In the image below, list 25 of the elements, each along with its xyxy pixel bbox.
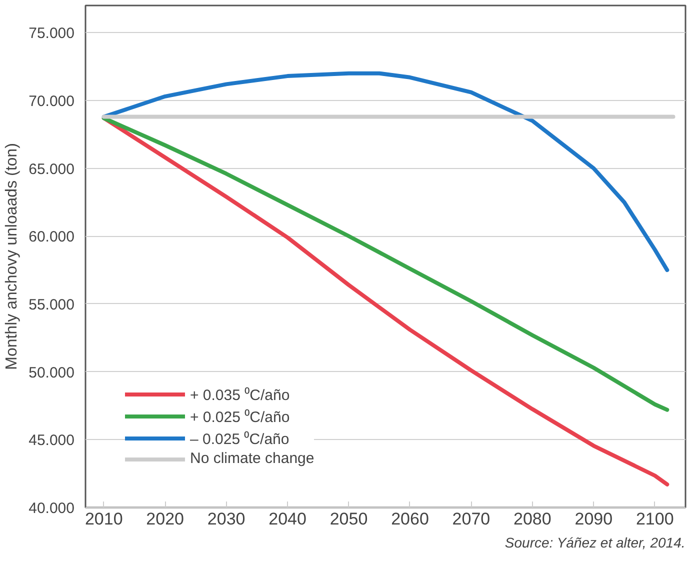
x-tick-label: 2020 [146, 510, 184, 528]
legend-label: + 0.025 ⁰C/año [190, 408, 290, 426]
y-tick-label: 70.000 [28, 92, 75, 110]
x-tick-label: 2070 [452, 510, 490, 528]
x-tick-label: 2090 [574, 510, 613, 528]
source-note: Source: Yáñez et alter, 2014. [504, 534, 686, 550]
y-tick-label: 65.000 [28, 160, 75, 178]
legend-label: + 0.035 ⁰C/año [190, 386, 290, 404]
x-tick-label: 2030 [207, 510, 246, 528]
y-tick-label: 75.000 [28, 25, 75, 42]
x-tick-label: 2040 [268, 510, 306, 528]
y-tick-label: 60.000 [28, 228, 75, 246]
x-tick-label: 2050 [330, 510, 368, 528]
x-tick-label: 2100 [636, 510, 674, 528]
x-tick-label: 2060 [391, 510, 429, 528]
y-axis-title: Monthly anchovy unloaads (ton) [4, 143, 21, 370]
line-series [102, 71, 670, 272]
y-tick-label: 40.000 [28, 500, 75, 517]
y-tick-label: 50.000 [28, 364, 75, 382]
x-tick-label: 2010 [84, 510, 123, 528]
y-tick-label: 45.000 [28, 432, 75, 450]
legend-label: – 0.025 ⁰C/año [190, 430, 290, 448]
legend-label: No climate change [190, 450, 314, 467]
y-tick-label: 55.000 [28, 296, 75, 314]
x-tick-label: 2080 [514, 510, 552, 528]
